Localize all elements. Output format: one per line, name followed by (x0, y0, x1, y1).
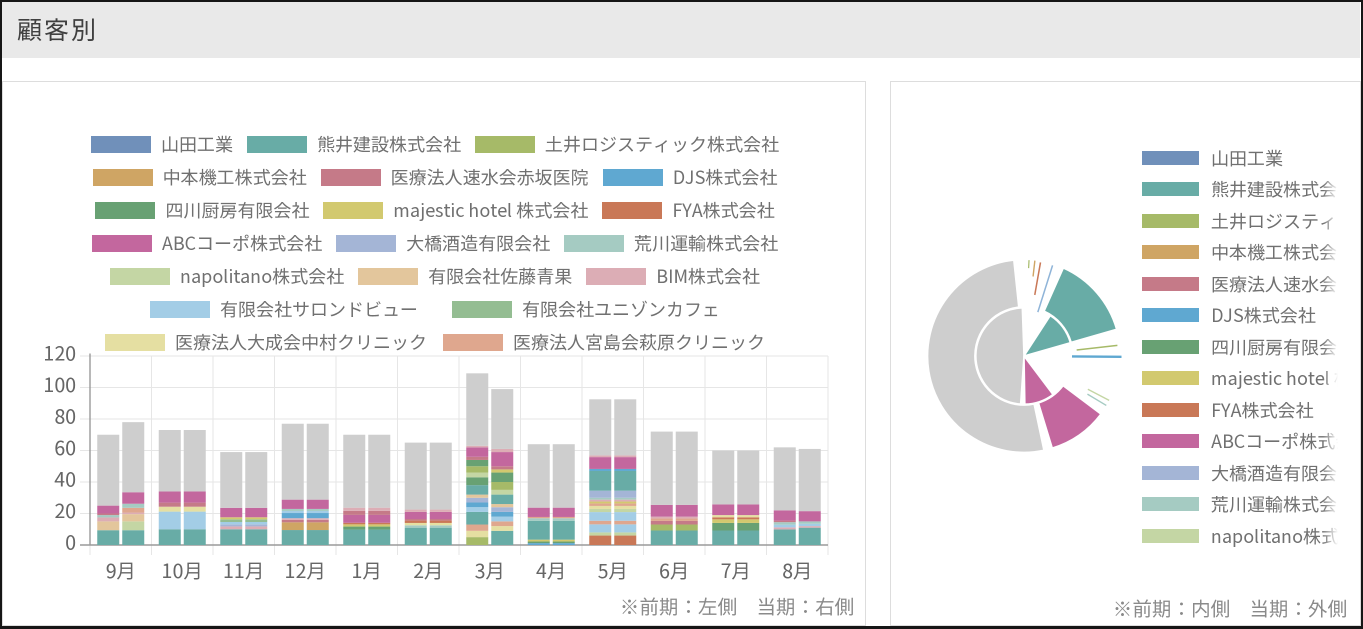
svg-text:60: 60 (54, 432, 76, 461)
svg-text:3月: 3月 (475, 555, 505, 584)
svg-text:120: 120 (44, 338, 76, 367)
svg-text:10月: 10月 (162, 555, 203, 584)
svg-text:100: 100 (44, 369, 76, 398)
svg-text:80: 80 (54, 401, 76, 430)
svg-text:12月: 12月 (285, 555, 326, 584)
svg-text:6月: 6月 (659, 555, 689, 584)
svg-text:2月: 2月 (413, 555, 443, 584)
svg-text:11月: 11月 (223, 555, 264, 584)
svg-text:20: 20 (54, 495, 76, 524)
svg-text:1月: 1月 (352, 555, 382, 584)
svg-text:4月: 4月 (536, 555, 566, 584)
svg-text:8月: 8月 (782, 555, 812, 584)
svg-text:40: 40 (54, 464, 76, 493)
svg-text:5月: 5月 (598, 555, 628, 584)
svg-text:7月: 7月 (721, 555, 751, 584)
svg-text:0: 0 (65, 527, 76, 556)
svg-text:9月: 9月 (106, 555, 136, 584)
